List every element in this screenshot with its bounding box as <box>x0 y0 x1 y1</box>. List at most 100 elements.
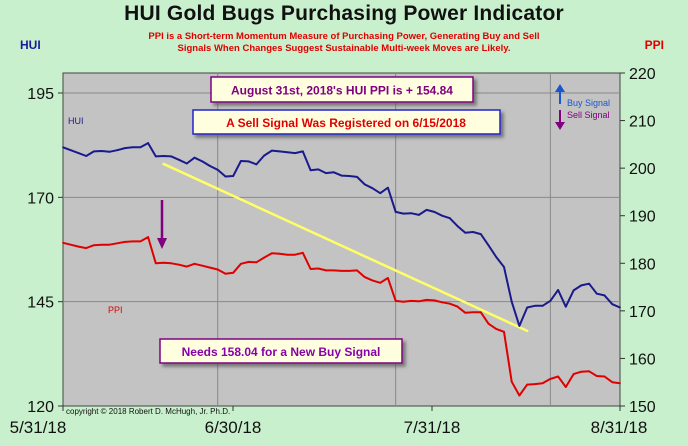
hui-point <box>62 146 64 149</box>
hui-point <box>595 292 598 295</box>
hui-point <box>433 211 436 213</box>
sell-signal-label: Sell Signal <box>567 110 610 120</box>
ppi-point <box>518 394 521 397</box>
x-tick-label: 7/31/18 <box>404 418 461 437</box>
hui-point <box>588 282 590 285</box>
right-tick-label: 160 <box>629 351 656 368</box>
ppi-point <box>464 311 467 314</box>
ppi-point <box>294 253 296 256</box>
right-tick-label: 220 <box>629 66 656 83</box>
hui-point <box>487 244 490 247</box>
ppi-point <box>410 299 413 302</box>
ppi-point <box>603 375 606 378</box>
sell-signal-marker <box>157 200 167 249</box>
hui-point <box>495 256 498 258</box>
hui-point <box>247 160 250 163</box>
ppi-point <box>317 267 320 270</box>
hui-point <box>510 300 513 303</box>
ppi-point <box>154 262 157 265</box>
ppi-point <box>572 373 575 376</box>
hui-point <box>255 163 258 166</box>
ppi-point <box>549 377 552 380</box>
hui-point <box>309 169 312 172</box>
hui-point <box>270 149 273 152</box>
ppi-point <box>286 253 289 256</box>
ppi-point <box>224 272 227 275</box>
hui-point <box>410 212 413 215</box>
ppi-point <box>178 263 180 266</box>
x-tick-label: 5/31/18 <box>10 418 67 437</box>
ppi-point <box>371 279 374 282</box>
hui-point <box>193 156 196 159</box>
ppi-point <box>201 264 204 267</box>
ppi-point <box>402 300 405 303</box>
ppi-point <box>278 252 281 255</box>
ppi-point <box>209 266 211 269</box>
ppi-point <box>387 277 389 279</box>
hui-point <box>178 158 180 161</box>
right-tick-label: 200 <box>629 161 656 178</box>
ppi-point <box>595 375 598 377</box>
right-tick-label: 210 <box>629 114 656 131</box>
ppi-point <box>232 271 235 274</box>
ppi-point <box>394 299 397 302</box>
hui-point <box>394 211 397 213</box>
sell-signal-legend: Sell Signal <box>555 110 610 130</box>
ppi-point <box>216 268 219 271</box>
ppi-point <box>131 240 134 243</box>
hui-point <box>541 304 544 307</box>
hui-point <box>472 231 474 233</box>
hui-point <box>549 299 552 302</box>
ppi-point <box>379 281 382 284</box>
hui-point <box>619 306 621 309</box>
ppi-point <box>564 386 567 388</box>
ppi-point <box>417 300 420 303</box>
down-arrow-icon <box>555 122 565 130</box>
ppi-point <box>85 247 88 249</box>
x-tick-label: 8/31/18 <box>591 418 648 437</box>
hui-point <box>580 284 583 287</box>
hui-point <box>503 266 505 268</box>
hui-point <box>379 192 382 195</box>
up-arrow-icon <box>555 84 565 92</box>
ppi-point <box>541 382 544 385</box>
ppi-point <box>356 269 358 272</box>
hui-point <box>100 150 103 152</box>
hui-point <box>611 303 614 306</box>
hui-point <box>131 146 134 149</box>
sell-signal-text: A Sell Signal Was Registered on 6/15/201… <box>226 116 466 130</box>
hui-point <box>209 165 211 167</box>
hui-point <box>154 155 157 158</box>
ppi-point <box>108 243 111 246</box>
ppi-point <box>170 262 173 265</box>
hui-point <box>325 172 327 175</box>
ppi-point <box>557 375 560 378</box>
chart-title: HUI Gold Bugs Purchasing Power Indicator <box>124 2 564 25</box>
axis-ticks: 120 145 170 195 150 160 170 180 190 200 210 220 5/31… <box>10 66 656 437</box>
ppi-point <box>309 268 312 270</box>
ppi-point <box>116 242 119 245</box>
ppi-point <box>580 370 583 373</box>
left-tick-label: 195 <box>27 86 54 103</box>
hui-point <box>479 233 482 235</box>
hui-point <box>85 155 88 157</box>
ppi-point <box>441 301 443 304</box>
hui-point <box>108 150 111 153</box>
hui-point <box>448 217 451 220</box>
ppi-point <box>325 269 327 272</box>
ppi-point <box>263 256 266 259</box>
hui-point <box>263 154 266 157</box>
ppi-point <box>619 382 621 385</box>
ppi-point <box>611 381 614 384</box>
hui-point <box>387 186 389 189</box>
hui-point <box>123 147 126 149</box>
ppi-point <box>348 269 351 272</box>
left-tick-label: 120 <box>27 399 54 416</box>
hui-point <box>139 146 142 149</box>
subtitle-line-2: Signals When Changes Suggest Sustainable… <box>177 43 511 54</box>
ppi-point <box>363 276 366 278</box>
buy-target-box: Needs 158.04 for a New Buy Signal <box>159 338 403 364</box>
hui-point <box>201 160 204 163</box>
ppi-point <box>332 269 335 272</box>
